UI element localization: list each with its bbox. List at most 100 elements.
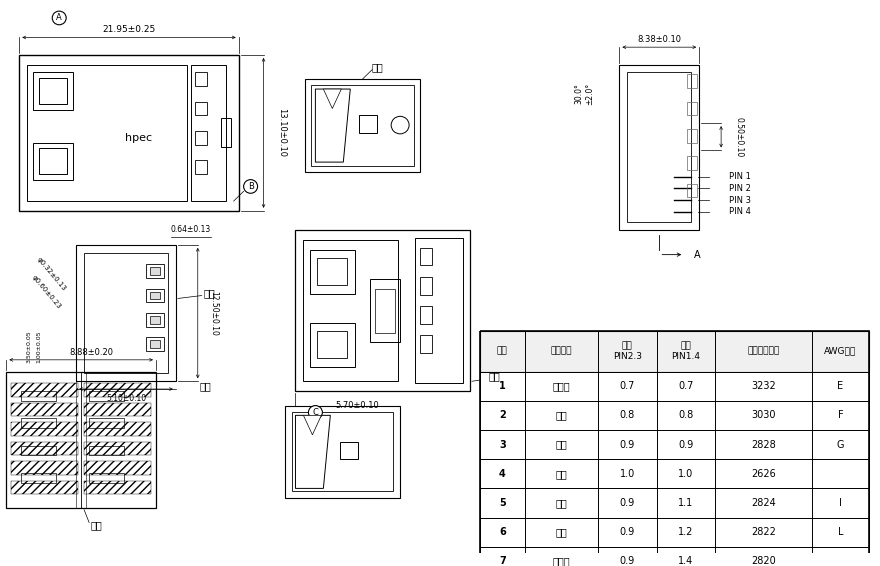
Text: 2626: 2626 — [752, 469, 776, 479]
Bar — [11, 461, 78, 475]
Bar — [221, 118, 231, 148]
Text: 2828: 2828 — [752, 440, 776, 449]
Bar — [84, 422, 150, 436]
Bar — [480, 459, 869, 488]
Bar — [146, 337, 164, 351]
Text: 1.2: 1.2 — [678, 527, 693, 537]
Bar — [480, 430, 869, 459]
Text: 1.0: 1.0 — [678, 469, 693, 479]
Text: B: B — [247, 182, 253, 191]
Text: PIN 3: PIN 3 — [730, 196, 752, 204]
Bar — [620, 65, 700, 230]
Text: 8.88±0.20: 8.88±0.20 — [70, 348, 114, 357]
Bar — [296, 230, 470, 391]
Text: 白色: 白色 — [555, 498, 567, 508]
Bar — [285, 406, 400, 498]
Text: 浅黃色: 浅黃色 — [553, 556, 570, 566]
Bar — [146, 289, 164, 302]
Bar — [11, 441, 78, 455]
Bar — [420, 277, 432, 294]
Text: 灰色: 灰色 — [555, 527, 567, 537]
Bar — [318, 258, 348, 285]
Text: 編碼: 編碼 — [497, 346, 508, 355]
Bar — [480, 488, 869, 518]
Circle shape — [244, 179, 258, 193]
Bar — [40, 148, 67, 174]
Text: E: E — [837, 381, 843, 391]
Bar — [359, 115, 378, 133]
Text: 6: 6 — [499, 527, 506, 537]
Bar — [480, 371, 869, 401]
Bar — [194, 72, 207, 86]
Text: A: A — [694, 250, 700, 260]
Bar — [480, 331, 869, 566]
Bar — [311, 250, 356, 294]
Bar — [415, 238, 463, 383]
Bar — [420, 336, 432, 353]
Text: 8.38±0.10: 8.38±0.10 — [637, 35, 681, 44]
Text: 胶芯: 胶芯 — [204, 289, 216, 299]
Text: 5.70±0.10: 5.70±0.10 — [335, 401, 379, 410]
Bar — [312, 85, 414, 166]
Bar — [11, 383, 78, 397]
Text: 葡萄红: 葡萄红 — [553, 381, 570, 391]
Bar — [480, 401, 869, 430]
Text: 藍色: 藍色 — [555, 410, 567, 421]
Bar — [89, 445, 124, 455]
Text: 0.9: 0.9 — [620, 498, 634, 508]
Text: 2820: 2820 — [752, 556, 776, 566]
Text: 孔徑
PIN1.4: 孔徑 PIN1.4 — [671, 341, 700, 361]
Bar — [146, 313, 164, 327]
Bar — [84, 383, 150, 397]
Bar — [687, 183, 697, 197]
Text: hpec: hpec — [125, 133, 152, 143]
Bar — [21, 445, 56, 455]
Text: 2: 2 — [499, 410, 506, 421]
Bar — [6, 371, 156, 508]
Bar — [194, 160, 207, 174]
Bar — [11, 402, 78, 417]
Bar — [150, 291, 160, 299]
Text: 1: 1 — [499, 381, 506, 391]
Bar — [33, 72, 73, 109]
Polygon shape — [323, 89, 341, 109]
Text: 0.8: 0.8 — [620, 410, 634, 421]
Text: 30.0°
±2.0°: 30.0° ±2.0° — [575, 83, 594, 105]
Text: 1.4: 1.4 — [678, 556, 693, 566]
Bar — [77, 245, 176, 381]
Text: 2822: 2822 — [752, 527, 776, 537]
Text: 0.9: 0.9 — [678, 440, 693, 449]
Text: PIN 2: PIN 2 — [730, 184, 751, 193]
Bar — [687, 156, 697, 170]
Text: 13.10±0.10: 13.10±0.10 — [277, 108, 286, 157]
Text: φ0.32±0.13: φ0.32±0.13 — [35, 256, 67, 292]
Bar — [305, 79, 420, 172]
Bar — [84, 461, 150, 475]
Bar — [89, 418, 124, 428]
Text: 綠色: 綠色 — [555, 469, 567, 479]
Bar — [687, 102, 697, 115]
Bar — [420, 248, 432, 265]
Text: 黑色: 黑色 — [555, 440, 567, 449]
Text: 4: 4 — [499, 469, 506, 479]
Text: 後蓋顏色: 後蓋顏色 — [550, 346, 572, 355]
Text: 端子: 端子 — [200, 381, 211, 391]
Text: 1.1: 1.1 — [678, 498, 693, 508]
Bar — [480, 547, 869, 566]
Bar — [191, 65, 225, 201]
Bar — [687, 129, 697, 143]
Bar — [627, 72, 691, 222]
Circle shape — [391, 117, 409, 134]
Bar — [292, 413, 393, 491]
Polygon shape — [315, 89, 350, 162]
Bar — [89, 473, 124, 483]
Text: 0.7: 0.7 — [678, 381, 693, 391]
Bar — [370, 279, 400, 342]
Bar — [318, 331, 348, 358]
Text: 3232: 3232 — [752, 381, 776, 391]
Text: 孔徑
PIN2.3: 孔徑 PIN2.3 — [612, 341, 642, 361]
Text: L: L — [838, 527, 843, 537]
Text: 0.50±0.10: 0.50±0.10 — [735, 117, 744, 157]
Text: F: F — [838, 410, 843, 421]
Text: PIN 1: PIN 1 — [730, 172, 751, 181]
